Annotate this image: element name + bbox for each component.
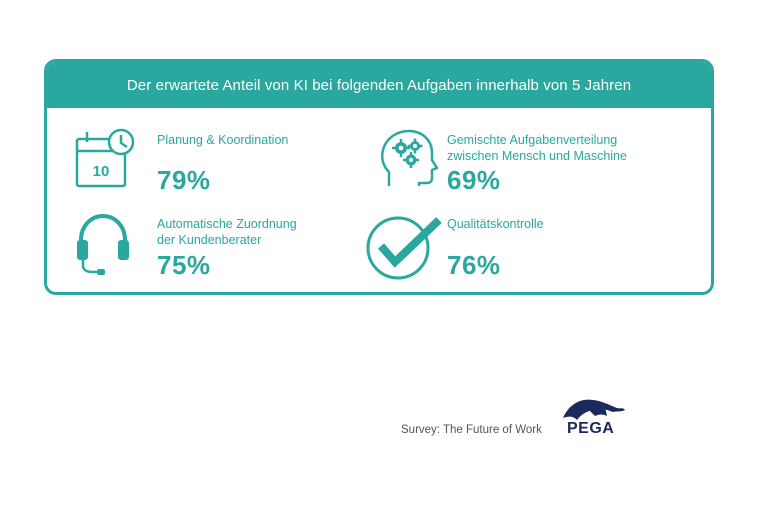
- calendar-clock-icon: 10: [75, 128, 135, 188]
- card-title: Der erwartete Anteil von KI bei folgende…: [47, 62, 711, 108]
- stat-label: Qualitätskontrolle: [447, 217, 544, 231]
- stat-value: 75%: [157, 250, 211, 280]
- calendar-day: 10: [93, 163, 110, 180]
- check-circle-icon: [366, 216, 442, 280]
- pega-logo-icon: [563, 399, 625, 420]
- stat-value: 69%: [447, 165, 501, 195]
- headset-icon: [77, 213, 129, 275]
- stat-label: Gemischte Aufgabenverteilung zwischen Me…: [447, 133, 627, 163]
- stat-value: 79%: [157, 165, 211, 195]
- head-gears-icon: [381, 129, 439, 186]
- stat-label: Planung & Koordination: [157, 133, 289, 147]
- stats-card: Der erwartete Anteil von KI bei folgende…: [44, 59, 714, 295]
- source-caption: Survey: The Future of Work: [401, 424, 542, 436]
- brand-name: PEGA: [567, 420, 615, 437]
- stat-label: Automatische Zuordnung der Kundenberater: [157, 217, 297, 247]
- stat-value: 76%: [447, 250, 501, 280]
